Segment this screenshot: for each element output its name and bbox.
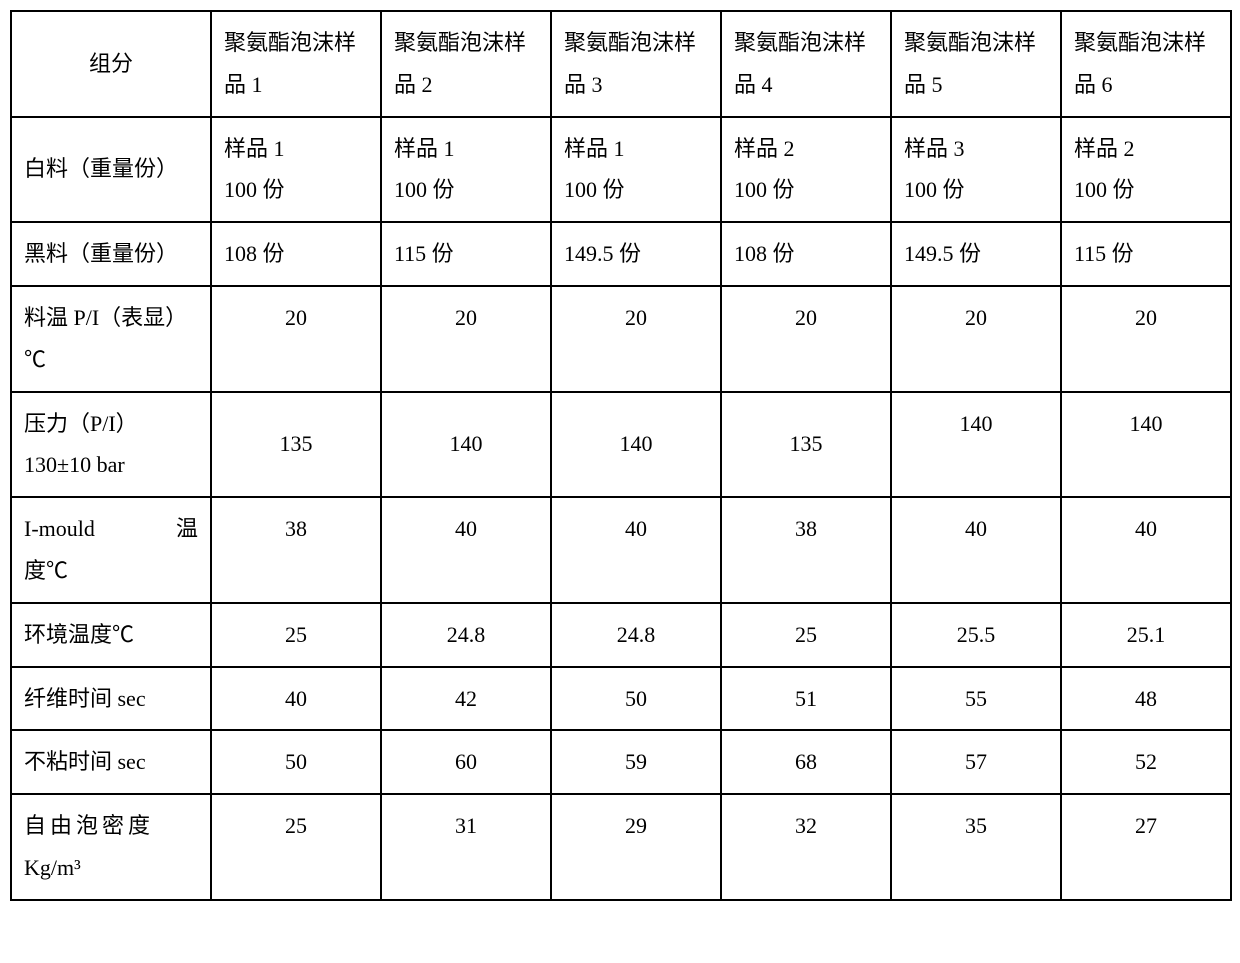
env-temp-c5: 25.5	[891, 603, 1061, 667]
imould-temp-label: I-mould温 度℃	[11, 497, 211, 603]
imould-temp-c2: 40	[381, 497, 551, 603]
white-material-c3: 样品 1100 份	[551, 117, 721, 223]
black-material-label: 黑料（重量份）	[11, 222, 211, 286]
data-table: 组分 聚氨酯泡沫样品 1 聚氨酯泡沫样品 2 聚氨酯泡沫样品 3 聚氨酯泡沫样品…	[10, 10, 1232, 901]
tack-free-time-c3: 59	[551, 730, 721, 794]
header-col5: 聚氨酯泡沫样品 5	[891, 11, 1061, 117]
header-col2: 聚氨酯泡沫样品 2	[381, 11, 551, 117]
header-col1: 聚氨酯泡沫样品 1	[211, 11, 381, 117]
fiber-time-label: 纤维时间 sec	[11, 667, 211, 731]
pressure-row: 压力（P/I）130±10 bar 135 140 140 135 140 14…	[11, 392, 1231, 498]
env-temp-c3: 24.8	[551, 603, 721, 667]
material-temp-c6: 20	[1061, 286, 1231, 392]
black-material-c2: 115 份	[381, 222, 551, 286]
env-temp-c1: 25	[211, 603, 381, 667]
tack-free-time-c6: 52	[1061, 730, 1231, 794]
tack-free-time-c1: 50	[211, 730, 381, 794]
material-temp-row: 料温 P/I（表显）℃ 20 20 20 20 20 20	[11, 286, 1231, 392]
material-temp-c1: 20	[211, 286, 381, 392]
header-label: 组分	[11, 11, 211, 117]
white-material-c6: 样品 2100 份	[1061, 117, 1231, 223]
black-material-row: 黑料（重量份） 108 份 115 份 149.5 份 108 份 149.5 …	[11, 222, 1231, 286]
pressure-c1: 135	[211, 392, 381, 498]
imould-temp-c3: 40	[551, 497, 721, 603]
tack-free-time-c5: 57	[891, 730, 1061, 794]
black-material-c5: 149.5 份	[891, 222, 1061, 286]
fiber-time-c1: 40	[211, 667, 381, 731]
pressure-label: 压力（P/I）130±10 bar	[11, 392, 211, 498]
header-col4: 聚氨酯泡沫样品 4	[721, 11, 891, 117]
tack-free-time-label: 不粘时间 sec	[11, 730, 211, 794]
pressure-c2: 140	[381, 392, 551, 498]
pressure-c3: 140	[551, 392, 721, 498]
imould-temp-c5: 40	[891, 497, 1061, 603]
free-foam-density-row: 自由泡密度 Kg/m³ 25 31 29 32 35 27	[11, 794, 1231, 900]
free-foam-density-c3: 29	[551, 794, 721, 900]
fiber-time-c5: 55	[891, 667, 1061, 731]
env-temp-c4: 25	[721, 603, 891, 667]
fiber-time-c4: 51	[721, 667, 891, 731]
imould-temp-c4: 38	[721, 497, 891, 603]
pressure-c4: 135	[721, 392, 891, 498]
imould-temp-row: I-mould温 度℃ 38 40 40 38 40 40	[11, 497, 1231, 603]
free-foam-density-c2: 31	[381, 794, 551, 900]
material-temp-c2: 20	[381, 286, 551, 392]
env-temp-label: 环境温度℃	[11, 603, 211, 667]
env-temp-c2: 24.8	[381, 603, 551, 667]
material-temp-c3: 20	[551, 286, 721, 392]
black-material-c6: 115 份	[1061, 222, 1231, 286]
fiber-time-row: 纤维时间 sec 40 42 50 51 55 48	[11, 667, 1231, 731]
material-temp-c4: 20	[721, 286, 891, 392]
env-temp-row: 环境温度℃ 25 24.8 24.8 25 25.5 25.1	[11, 603, 1231, 667]
table-header-row: 组分 聚氨酯泡沫样品 1 聚氨酯泡沫样品 2 聚氨酯泡沫样品 3 聚氨酯泡沫样品…	[11, 11, 1231, 117]
free-foam-density-c1: 25	[211, 794, 381, 900]
free-foam-density-c4: 32	[721, 794, 891, 900]
white-material-c1: 样品 1100 份	[211, 117, 381, 223]
free-foam-density-c5: 35	[891, 794, 1061, 900]
white-material-c5: 样品 3100 份	[891, 117, 1061, 223]
imould-temp-c1: 38	[211, 497, 381, 603]
header-col3: 聚氨酯泡沫样品 3	[551, 11, 721, 117]
white-material-c4: 样品 2100 份	[721, 117, 891, 223]
material-temp-c5: 20	[891, 286, 1061, 392]
white-material-label: 白料（重量份）	[11, 117, 211, 223]
pressure-c6: 140	[1061, 392, 1231, 498]
pressure-c5: 140	[891, 392, 1061, 498]
header-col6: 聚氨酯泡沫样品 6	[1061, 11, 1231, 117]
tack-free-time-c2: 60	[381, 730, 551, 794]
white-material-c2: 样品 1100 份	[381, 117, 551, 223]
fiber-time-c3: 50	[551, 667, 721, 731]
black-material-c3: 149.5 份	[551, 222, 721, 286]
material-temp-label: 料温 P/I（表显）℃	[11, 286, 211, 392]
fiber-time-c2: 42	[381, 667, 551, 731]
env-temp-c6: 25.1	[1061, 603, 1231, 667]
fiber-time-c6: 48	[1061, 667, 1231, 731]
tack-free-time-c4: 68	[721, 730, 891, 794]
black-material-c1: 108 份	[211, 222, 381, 286]
free-foam-density-c6: 27	[1061, 794, 1231, 900]
white-material-row: 白料（重量份） 样品 1100 份 样品 1100 份 样品 1100 份 样品…	[11, 117, 1231, 223]
imould-temp-c6: 40	[1061, 497, 1231, 603]
tack-free-time-row: 不粘时间 sec 50 60 59 68 57 52	[11, 730, 1231, 794]
free-foam-density-label: 自由泡密度 Kg/m³	[11, 794, 211, 900]
black-material-c4: 108 份	[721, 222, 891, 286]
